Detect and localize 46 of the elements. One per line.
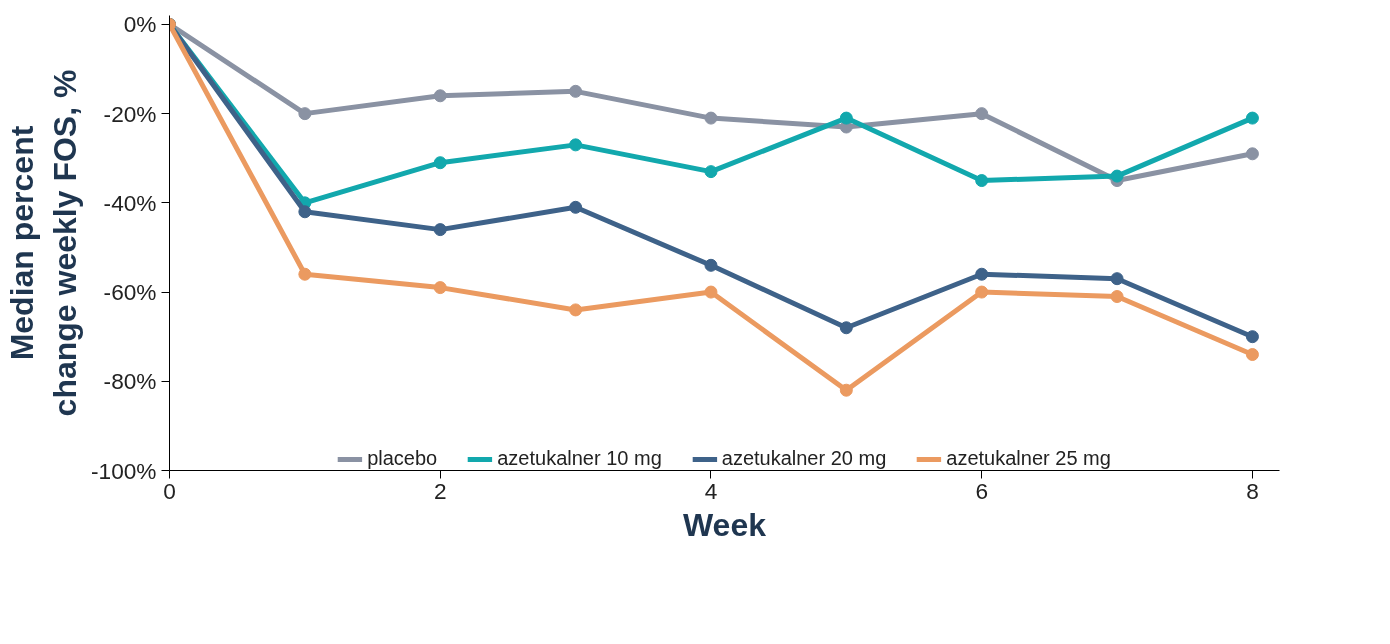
legend-label: azetukalner 20 mg (721, 447, 887, 470)
y-tick-label: -20% (103, 100, 157, 127)
point (975, 107, 989, 121)
point (1110, 290, 1124, 304)
y-tick-label: -100% (91, 457, 157, 484)
point (839, 111, 853, 125)
point (569, 138, 583, 152)
y-axis-title: Median percent change weekly FOS, % (3, 69, 84, 417)
point (704, 111, 718, 125)
point (298, 205, 312, 219)
y-tick-label: 0% (123, 11, 157, 38)
point (704, 258, 718, 272)
point (569, 200, 583, 214)
point (569, 303, 583, 317)
y-tick-label: -40% (103, 189, 157, 216)
x-tick-label: 4 (704, 477, 718, 504)
point (704, 285, 718, 299)
x-axis-title: Week (682, 506, 767, 543)
point (298, 107, 312, 121)
point (298, 267, 312, 281)
point (1110, 272, 1124, 286)
x-tick-label: 2 (433, 477, 447, 504)
point (704, 165, 718, 179)
point (433, 156, 447, 170)
point (569, 84, 583, 98)
point (1245, 348, 1259, 362)
point (1110, 169, 1124, 183)
x-tick-label: 0 (163, 477, 176, 504)
point (1245, 111, 1259, 125)
x-tick-label: 6 (975, 477, 988, 504)
point (975, 174, 989, 188)
legend-label: placebo (367, 447, 438, 470)
point (433, 89, 447, 103)
legend-label: azetukalner 25 mg (946, 447, 1111, 470)
legend-label: azetukalner 10 mg (497, 447, 662, 470)
point (839, 321, 853, 335)
point (975, 285, 989, 299)
x-tick-label: 8 (1246, 477, 1259, 504)
point (975, 267, 989, 281)
point (1245, 330, 1259, 344)
y-tick-label: -80% (103, 368, 157, 395)
point (433, 281, 447, 295)
point (1245, 147, 1259, 161)
point (839, 383, 853, 397)
y-tick-label: -60% (103, 279, 157, 306)
point (433, 223, 447, 237)
